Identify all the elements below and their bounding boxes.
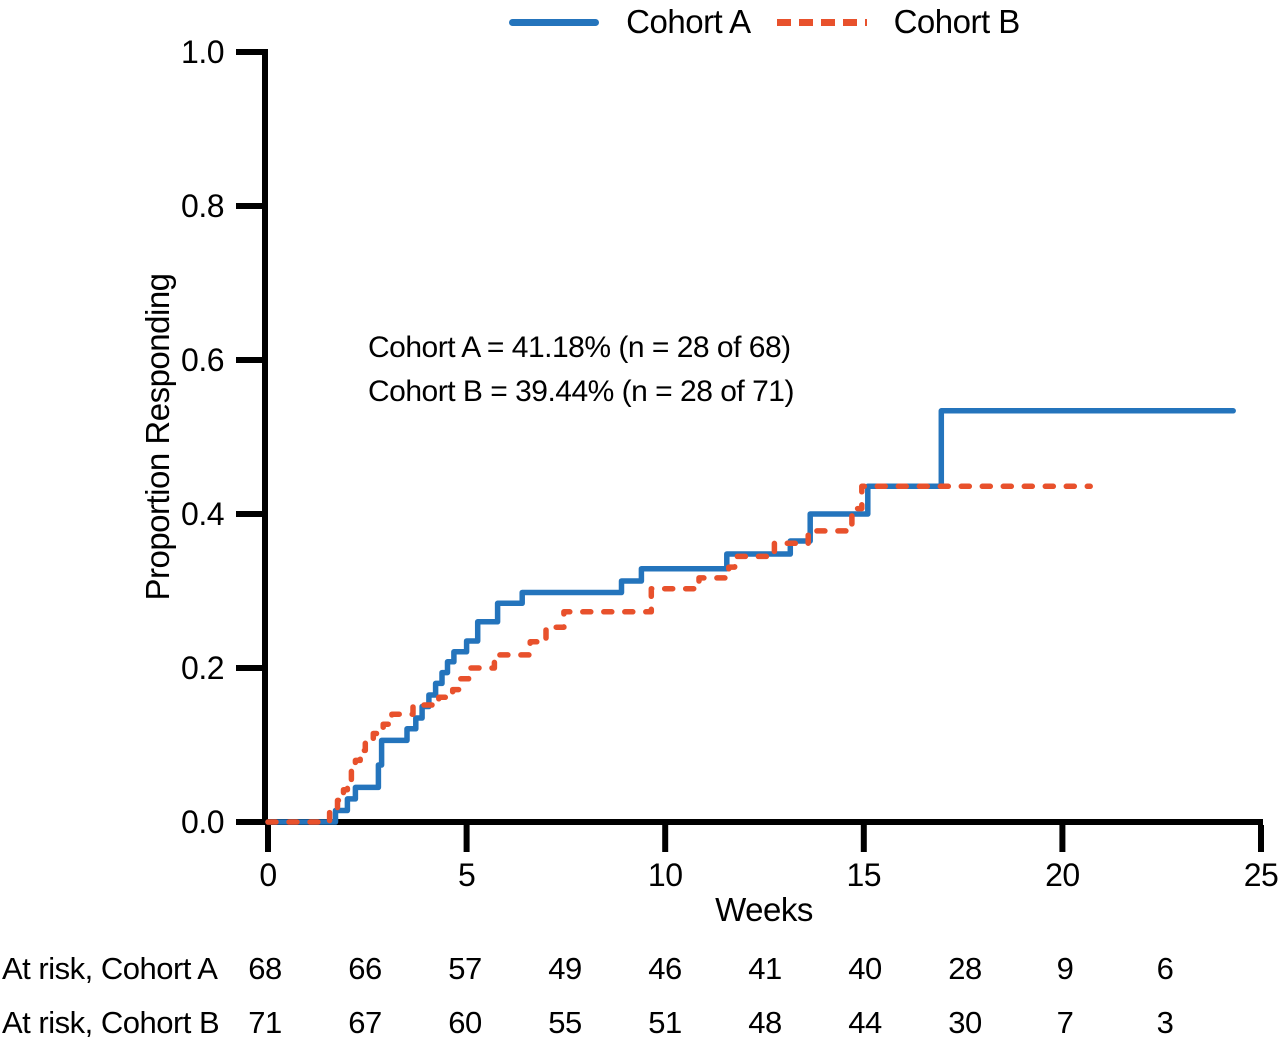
at-risk-value: 67: [348, 1005, 382, 1040]
legend-label-cohort-b: Cohort B: [893, 3, 1021, 40]
x-tick-label: 25: [1243, 857, 1279, 893]
at-risk-value: 71: [248, 1005, 282, 1040]
at-risk-value: 28: [948, 951, 982, 986]
legend-line-dashed-icon: [776, 18, 867, 26]
at-risk-value: 46: [648, 951, 682, 986]
cohort-a-curve: [265, 408, 1236, 825]
at-risk-value: 55: [548, 1005, 582, 1040]
at-risk-value: 68: [248, 951, 282, 986]
y-tick-label: 0.8: [181, 188, 224, 224]
at-risk-value: 48: [748, 1005, 782, 1040]
y-tick-label: 0.4: [181, 496, 224, 532]
y-tick-label: 0.0: [181, 804, 224, 840]
response-rate-annotation: Cohort A = 41.18% (n = 28 of 68) Cohort …: [368, 326, 794, 414]
x-tick-label: 10: [647, 857, 683, 893]
at-risk-value: 6: [1156, 951, 1174, 986]
x-tick-label: 20: [1045, 857, 1080, 893]
at-risk-value: 40: [848, 951, 882, 986]
legend: Cohort A Cohort B: [268, 2, 1261, 42]
x-axis-title: Weeks: [715, 891, 813, 928]
at-risk-row-b-label: At risk, Cohort B: [2, 1005, 220, 1040]
legend-item-cohort-b: Cohort B: [776, 2, 1021, 42]
annotation-cohort-a: Cohort A = 41.18% (n = 28 of 68): [368, 331, 791, 364]
at-risk-value: 30: [948, 1005, 982, 1040]
at-risk-value: 3: [1156, 1005, 1174, 1040]
y-tick-label: 0.6: [181, 342, 224, 378]
at-risk-row-a-label: At risk, Cohort A: [2, 951, 218, 986]
annotation-cohort-b: Cohort B = 39.44% (n = 28 of 71): [368, 375, 794, 408]
y-tick-label: 1.0: [181, 34, 224, 70]
cohort-b-curve: [265, 483, 1093, 825]
at-risk-value: 51: [648, 1005, 682, 1040]
legend-line-solid-icon: [509, 18, 600, 26]
at-risk-value: 9: [1056, 951, 1074, 986]
at-risk-value: 60: [448, 1005, 482, 1040]
legend-label-cohort-a: Cohort A: [626, 3, 751, 40]
at-risk-value: 66: [348, 951, 382, 986]
at-risk-value: 49: [548, 951, 582, 986]
at-risk-value: 44: [848, 1005, 882, 1040]
x-tick-label: 0: [259, 857, 277, 893]
legend-item-cohort-a: Cohort A: [509, 2, 751, 42]
at-risk-value: 41: [748, 951, 782, 986]
x-tick-label: 15: [846, 857, 882, 893]
y-tick-label: 0.2: [181, 650, 224, 686]
y-axis-title: Proportion Responding: [139, 273, 176, 601]
x-tick-label: 5: [457, 857, 476, 893]
at-risk-value: 7: [1056, 1005, 1074, 1040]
at-risk-value: 57: [448, 951, 482, 986]
